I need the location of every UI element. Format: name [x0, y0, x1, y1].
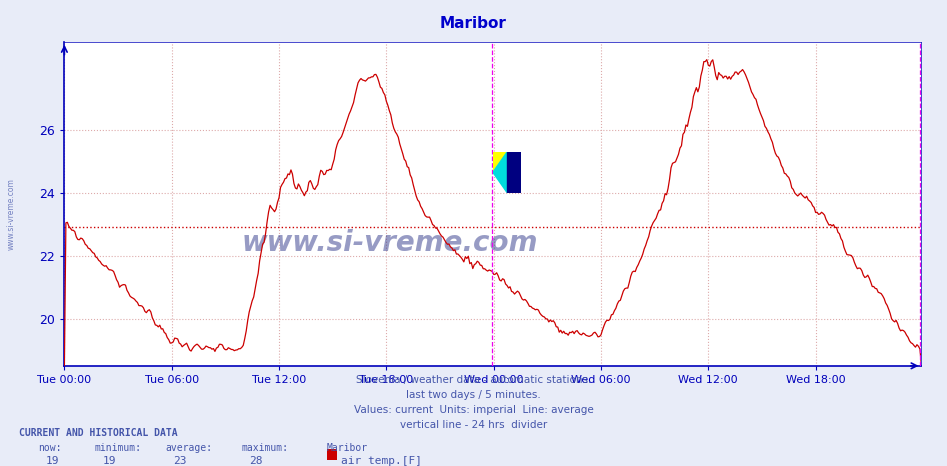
Text: 19: 19 [102, 456, 116, 466]
Text: Maribor: Maribor [327, 443, 367, 452]
Text: www.si-vreme.com: www.si-vreme.com [7, 178, 16, 250]
Text: air temp.[F]: air temp.[F] [341, 456, 422, 466]
Text: minimum:: minimum: [95, 443, 142, 452]
Text: CURRENT AND HISTORICAL DATA: CURRENT AND HISTORICAL DATA [19, 428, 178, 438]
Text: Slovenia / weather data - automatic stations.: Slovenia / weather data - automatic stat… [356, 375, 591, 385]
Text: now:: now: [38, 443, 62, 452]
Text: Maribor: Maribor [440, 16, 507, 31]
Text: Values: current  Units: imperial  Line: average: Values: current Units: imperial Line: av… [353, 405, 594, 415]
Text: maximum:: maximum: [241, 443, 289, 452]
Text: 23: 23 [173, 456, 187, 466]
Text: 28: 28 [249, 456, 262, 466]
Text: 19: 19 [45, 456, 59, 466]
Text: vertical line - 24 hrs  divider: vertical line - 24 hrs divider [400, 420, 547, 430]
Text: www.si-vreme.com: www.si-vreme.com [241, 229, 538, 257]
Text: average:: average: [166, 443, 213, 452]
Text: last two days / 5 minutes.: last two days / 5 minutes. [406, 390, 541, 400]
